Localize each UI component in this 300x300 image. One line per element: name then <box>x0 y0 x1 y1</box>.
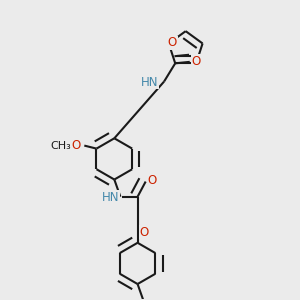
Text: CH₃: CH₃ <box>50 141 70 151</box>
Text: HN: HN <box>101 191 119 204</box>
Text: O: O <box>148 174 157 187</box>
Text: HN: HN <box>141 76 159 88</box>
Text: O: O <box>192 55 201 68</box>
Text: O: O <box>140 226 149 238</box>
Text: O: O <box>72 139 81 152</box>
Text: O: O <box>168 36 177 50</box>
